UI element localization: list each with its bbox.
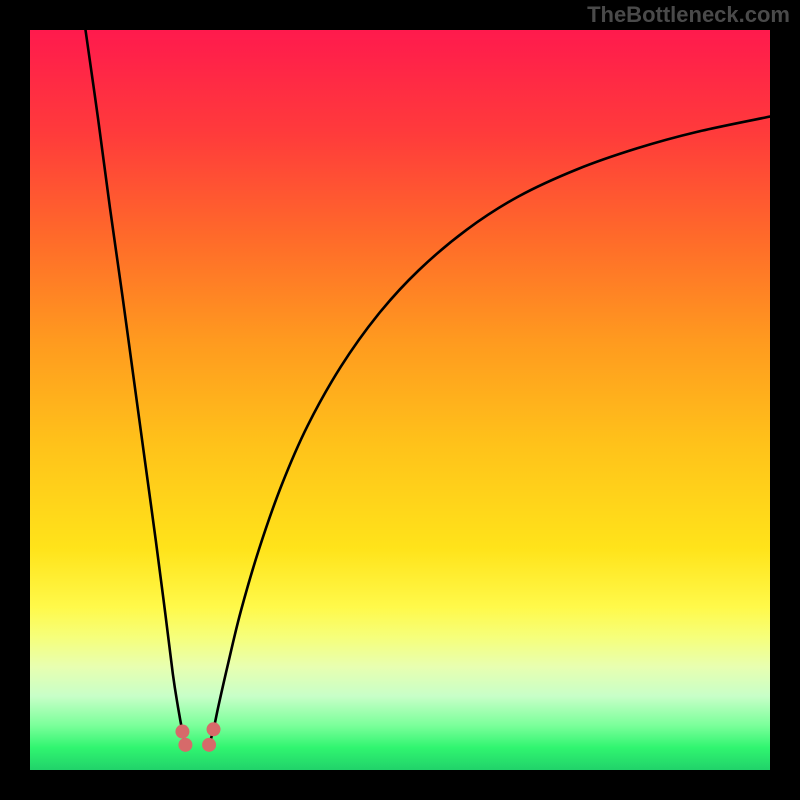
marker-point — [202, 738, 216, 752]
bottleneck-curve-right — [209, 117, 770, 745]
marker-point — [178, 738, 192, 752]
watermark-text: TheBottleneck.com — [587, 2, 790, 28]
curve-svg — [30, 30, 770, 770]
marker-group — [175, 722, 220, 752]
marker-point — [175, 725, 189, 739]
marker-point — [207, 722, 221, 736]
chart-container: TheBottleneck.com — [0, 0, 800, 800]
plot-area — [30, 30, 770, 770]
bottleneck-curve-left — [86, 30, 186, 745]
